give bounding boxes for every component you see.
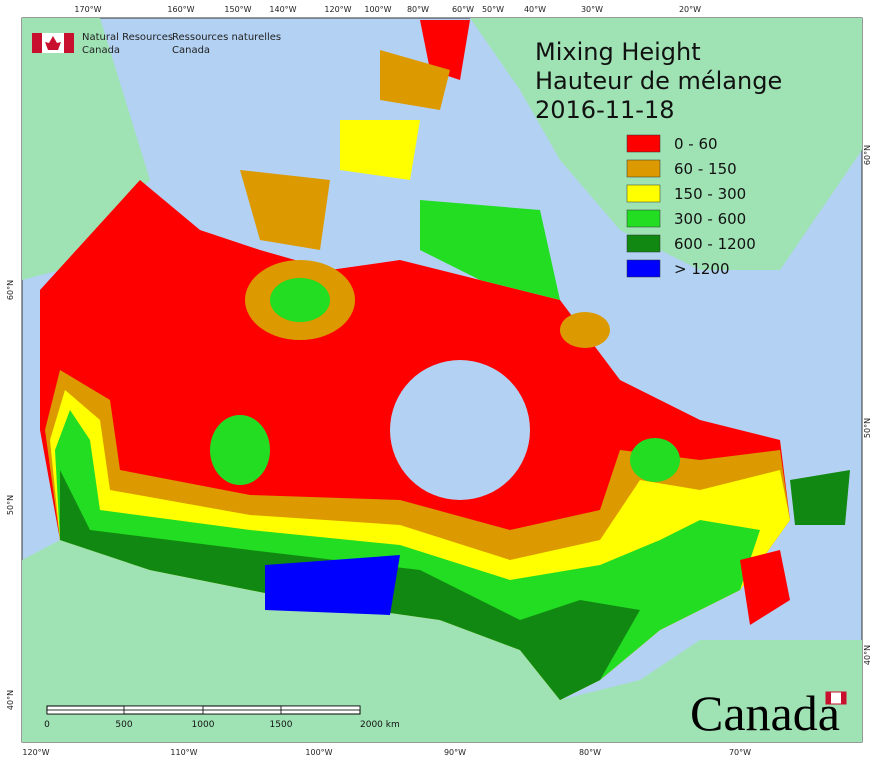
longitude-label: 30°W: [581, 5, 603, 14]
agency-en: Canada: [82, 45, 120, 56]
arctic-island: [240, 170, 330, 250]
longitude-label: 80°W: [407, 5, 429, 14]
title: Hauteur de mélange: [535, 67, 782, 95]
longitude-label: 60°W: [452, 5, 474, 14]
longitude-label: 140°W: [269, 5, 296, 14]
hudson-bay: [390, 360, 530, 500]
region-light-green: [270, 278, 330, 322]
latitude-label: 40°N: [6, 690, 15, 710]
legend-label: > 1200: [674, 260, 730, 278]
latitude-label: 50°N: [863, 418, 872, 438]
flag-bar: [32, 33, 42, 53]
arctic-island: [340, 120, 420, 180]
longitude-label: 150°W: [224, 5, 251, 14]
alaska: [22, 18, 150, 280]
greenland: [470, 18, 862, 270]
legend-label: 600 - 1200: [674, 235, 756, 253]
longitude-label: 40°W: [524, 5, 546, 14]
region-blue: [265, 555, 400, 615]
scale-label: 1000: [192, 720, 215, 730]
longitude-label: 50°W: [482, 5, 504, 14]
longitude-label: 110°W: [170, 748, 197, 757]
canada-wordmark: Canada: [690, 685, 840, 741]
longitude-label: 80°W: [579, 748, 601, 757]
agency-fr: Ressources naturelles: [172, 32, 281, 43]
latitude-label: 60°N: [863, 145, 872, 165]
baffin-island: [420, 200, 560, 300]
longitude-label: 20°W: [679, 5, 701, 14]
scale-bar-segment: [202, 709, 282, 715]
latitude-label: 40°N: [863, 645, 872, 665]
longitude-label: 90°W: [444, 748, 466, 757]
united-states: [22, 540, 862, 742]
scale-label: 0: [44, 720, 50, 730]
longitude-label: 170°W: [74, 5, 101, 14]
scale-label: 1500: [270, 720, 293, 730]
agency-fr: Canada: [172, 45, 210, 56]
nrcan-logo: Natural Resources Canada Ressources natu…: [32, 32, 281, 56]
title: 2016-11-18: [535, 96, 674, 124]
graticule-labels: 170°W 160°W 150°W 140°W 120°W 100°W 80°W 60°W 50…: [6, 5, 872, 757]
legend: 0 - 60 60 - 150 150 - 300 300 - 600 600 - 12…: [626, 134, 756, 278]
region-light-green: [210, 415, 270, 485]
legend-swatch: [626, 184, 661, 203]
agency-en: Natural Resources: [82, 32, 173, 43]
longitude-label: 100°W: [364, 5, 391, 14]
flag-bar: [826, 692, 831, 704]
legend-label: 60 - 150: [674, 160, 737, 178]
legend-swatch: [626, 134, 661, 153]
arctic-island: [380, 50, 450, 110]
region-light-green: [630, 438, 680, 482]
longitude-label: 120°W: [22, 748, 49, 757]
longitude-label: 120°W: [324, 5, 351, 14]
legend-swatch: [626, 234, 661, 253]
arctic-island: [560, 312, 610, 348]
maple-leaf: [45, 36, 61, 50]
latitude-label: 50°N: [6, 495, 15, 515]
legend-swatch: [626, 209, 661, 228]
maritimes: [740, 550, 790, 625]
longitude-label: 100°W: [305, 748, 332, 757]
flag-bar: [64, 33, 74, 53]
legend-swatch: [626, 259, 661, 278]
newfoundland: [790, 470, 850, 525]
flag-bar: [841, 692, 846, 704]
legend-label: 150 - 300: [674, 185, 746, 203]
legend-label: 0 - 60: [674, 135, 718, 153]
wordmark: Canada: [690, 685, 847, 741]
legend-swatch: [626, 159, 661, 178]
longitude-label: 160°W: [167, 5, 194, 14]
scale-bar-segment: [123, 705, 204, 711]
legend-label: 300 - 600: [674, 210, 746, 228]
scale-label: 2000 km: [360, 720, 400, 730]
latitude-label: 60°N: [6, 280, 15, 300]
scale-bar: 0 500 1000 1500 2000 km: [44, 705, 400, 730]
longitude-label: 70°W: [729, 748, 751, 757]
title: Mixing Height: [535, 38, 701, 66]
scale-bar-segment: [280, 705, 361, 711]
scale-label: 500: [115, 720, 132, 730]
scale-bar-segment: [46, 709, 125, 715]
map-body: [21, 17, 863, 743]
